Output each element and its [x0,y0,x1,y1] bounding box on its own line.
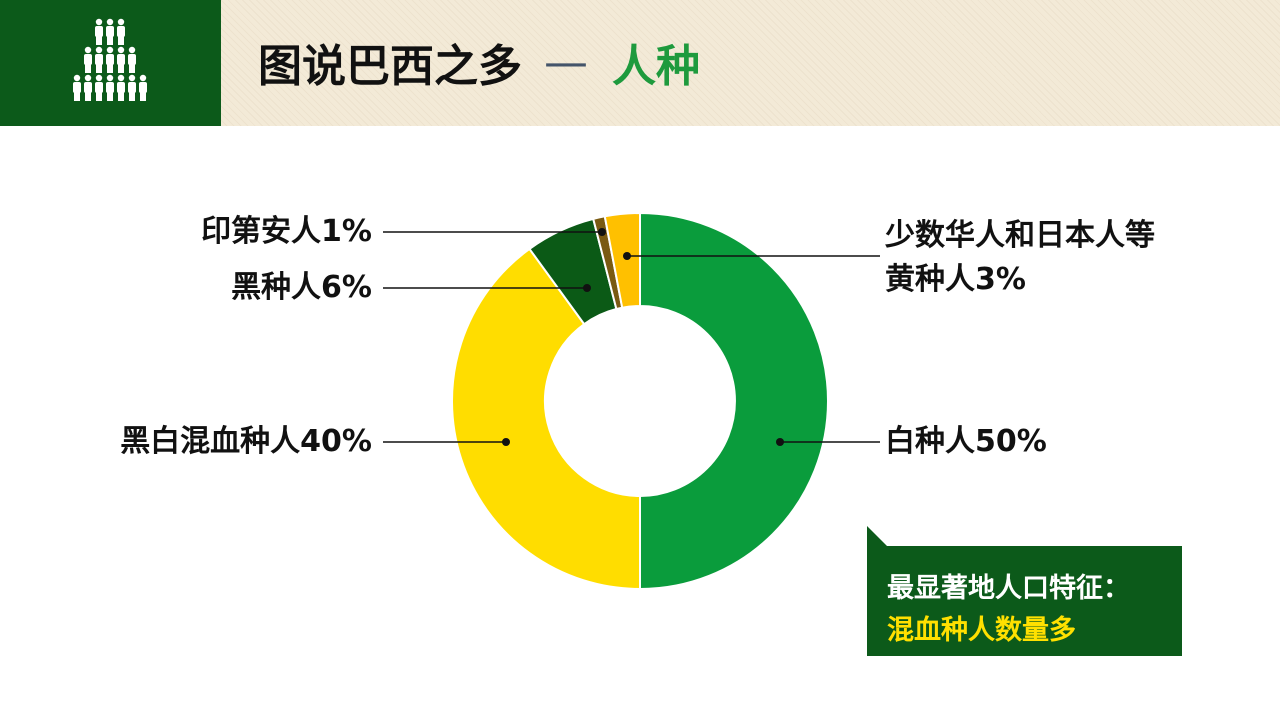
person-legs-icon [96,64,102,73]
person-legs-icon [129,64,135,73]
leader-dot [776,438,784,446]
header-bar: 图说巴西之多 — 人种 [0,0,1280,126]
person-head-icon [106,46,114,54]
person-head-icon [106,74,114,82]
slice-label: 印第安人1% [201,214,372,249]
person-legs-icon [96,92,102,101]
person-head-icon [139,74,147,82]
pie-slice [603,211,641,309]
person-head-icon [117,18,125,26]
person-body-icon [84,54,92,65]
title-dash: — [544,36,588,88]
person-legs-icon [140,92,146,101]
note-line1: 最显著地人口特征： [887,573,1130,604]
person-legs-icon [74,92,80,101]
leader-dot [623,252,631,260]
note-line2: 混血种人数量多 [887,615,1076,646]
title-accent: 人种 [612,41,700,92]
person-body-icon [73,82,81,93]
person-legs-icon [129,92,135,101]
people-crowd-icon [73,18,147,101]
person-body-icon [106,26,114,37]
slice-label: 黑种人6% [231,270,372,305]
person-head-icon [95,18,103,26]
slice-label: 白种人50% [885,424,1047,459]
leader-dot [502,438,510,446]
person-body-icon [84,82,92,93]
person-body-icon [117,82,125,93]
person-head-icon [128,74,136,82]
person-head-icon [73,74,81,82]
leader-dot [583,284,591,292]
person-body-icon [95,54,103,65]
person-head-icon [117,74,125,82]
person-body-icon [95,26,103,37]
person-legs-icon [118,36,124,45]
slice-label: 少数华人和日本人等黄种人3% [885,218,1155,297]
person-body-icon [117,26,125,37]
person-body-icon [106,82,114,93]
person-body-icon [106,54,114,65]
person-body-icon [139,82,147,93]
person-body-icon [128,82,136,93]
person-head-icon [95,74,103,82]
person-head-icon [95,46,103,54]
person-legs-icon [96,36,102,45]
pie-slice [451,247,641,591]
person-head-icon [84,46,92,54]
person-legs-icon [107,64,113,73]
person-legs-icon [118,92,124,101]
person-head-icon [84,74,92,82]
title-main: 图说巴西之多 [258,41,522,92]
person-legs-icon [85,64,91,73]
page-title: 图说巴西之多 — 人种 [258,30,700,94]
callout-note: 最显著地人口特征： 混血种人数量多 [867,546,1182,656]
person-legs-icon [118,64,124,73]
logo-box [0,0,221,126]
person-legs-icon [85,92,91,101]
person-body-icon [95,82,103,93]
person-legs-icon [107,92,113,101]
note-flag [867,526,889,548]
leader-dot [598,228,606,236]
person-head-icon [128,46,136,54]
person-body-icon [128,54,136,65]
pie-slice [639,211,829,591]
person-legs-icon [107,36,113,45]
person-head-icon [117,46,125,54]
person-head-icon [106,18,114,26]
slice-label: 黑白混血种人40% [120,424,372,459]
person-body-icon [117,54,125,65]
